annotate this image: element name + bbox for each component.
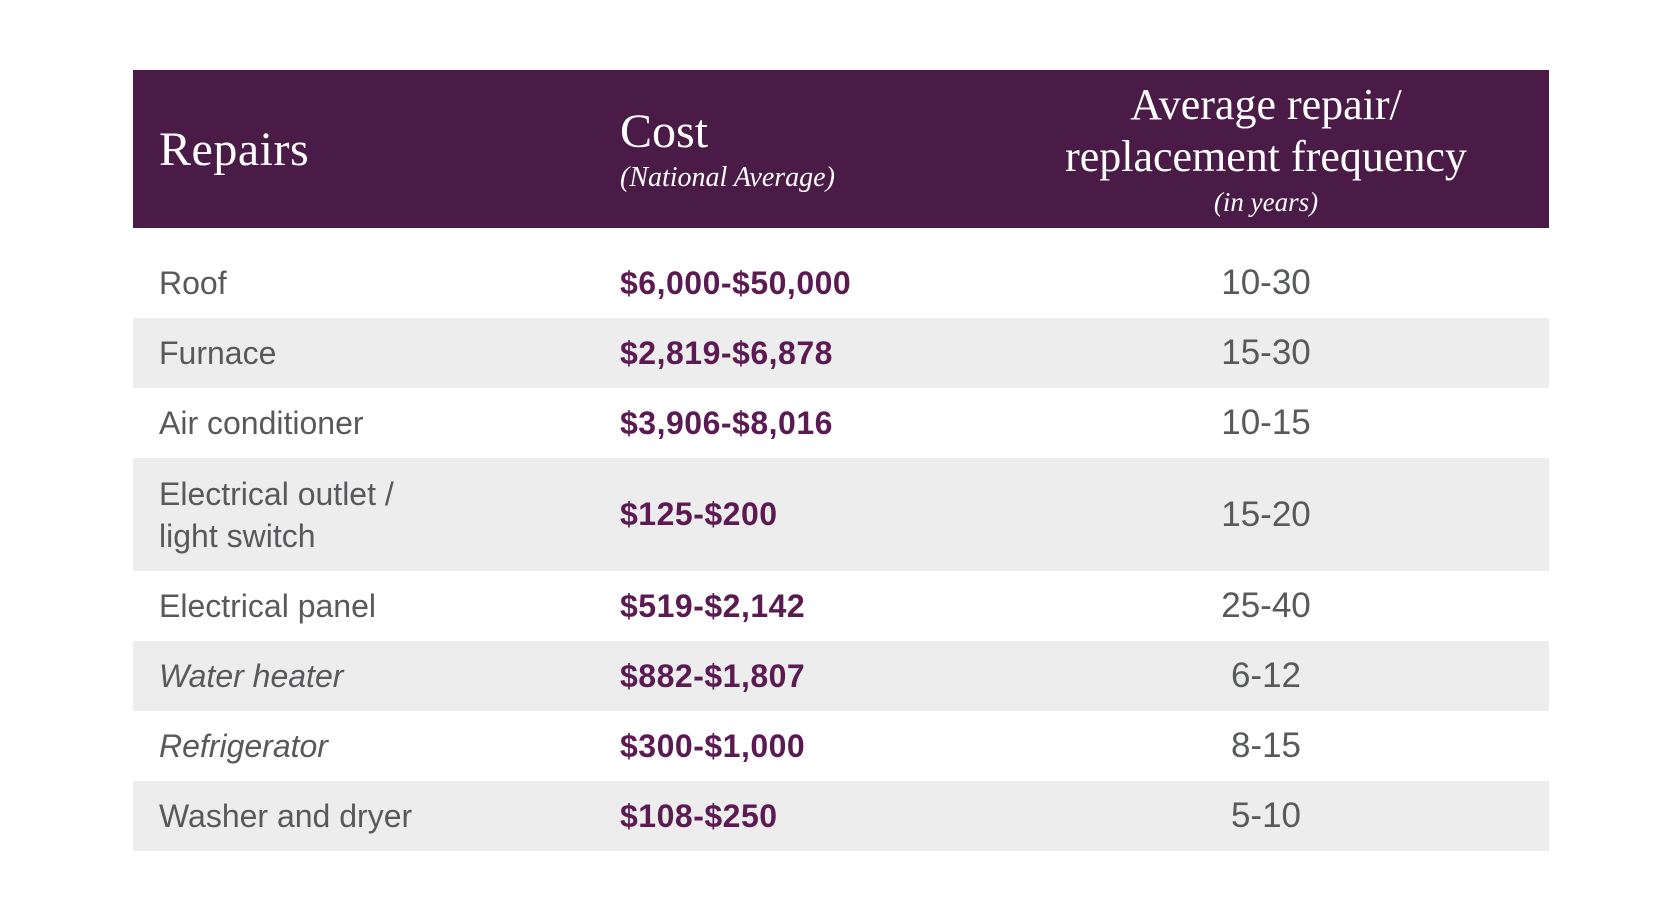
table-row: Refrigerator $300-$1,000 8-15 [133,711,1549,781]
frequency-value: 5-10 [1230,796,1302,835]
repair-name: Electrical panel [159,588,376,624]
frequency-value: 15-30 [1221,333,1311,372]
frequency-header-line2: replacement frequency [1065,132,1467,181]
cost-value: $882-$1,807 [620,657,806,694]
table-row: Water heater $882-$1,807 6-12 [133,641,1549,711]
table-body: Roof $6,000-$50,000 10-30 Furnace $2,819… [133,248,1549,851]
repair-cost-table: Repairs Cost (National Average) Average … [133,70,1549,851]
repair-name: Furnace [159,335,277,371]
frequency-header-line1: Average repair/ [1130,80,1402,129]
table-row: Furnace $2,819-$6,878 15-30 [133,318,1549,388]
cost-value: $2,819-$6,878 [620,334,833,371]
frequency-value: 8-15 [1230,726,1302,765]
frequency-value: 15-20 [1221,494,1311,534]
cost-value: $125-$200 [620,496,778,532]
cost-header-subtitle: (National Average) [620,162,835,193]
header-gap-spacer [133,228,1549,248]
frequency-header-subtitle: (in years) [1213,187,1319,217]
table-row: Air conditioner $3,906-$8,016 10-15 [133,388,1549,458]
repair-name: Roof [159,265,227,301]
repair-name: Refrigerator [159,728,328,764]
column-header-repairs: Repairs [133,70,620,228]
cost-header-label: Cost [620,105,709,158]
cost-value: $108-$250 [620,797,778,834]
cost-value: $519-$2,142 [620,587,806,624]
cost-value: $6,000-$50,000 [620,264,852,301]
table-row: Electrical panel $519-$2,142 25-40 [133,571,1549,641]
frequency-value: 25-40 [1221,586,1311,625]
cost-value: $3,906-$8,016 [620,404,833,441]
frequency-value: 10-15 [1221,403,1311,442]
repair-name: Washer and dryer [159,798,413,834]
column-header-cost: Cost (National Average) [620,70,983,228]
repair-name: Electrical outlet / light switch [159,475,394,554]
frequency-value: 6-12 [1230,656,1302,695]
repair-name: Water heater [159,658,344,694]
repair-name: Air conditioner [159,405,364,441]
column-header-frequency: Average repair/ replacement frequency (i… [983,70,1549,228]
table-row: Washer and dryer $108-$250 5-10 [133,781,1549,851]
table-row: Electrical outlet / light switch $125-$2… [133,458,1549,571]
table-row: Roof $6,000-$50,000 10-30 [133,248,1549,318]
cost-value: $300-$1,000 [620,727,806,764]
repairs-header-label: Repairs [159,122,310,176]
table-header-row: Repairs Cost (National Average) Average … [133,70,1549,228]
frequency-value: 10-30 [1221,263,1311,302]
